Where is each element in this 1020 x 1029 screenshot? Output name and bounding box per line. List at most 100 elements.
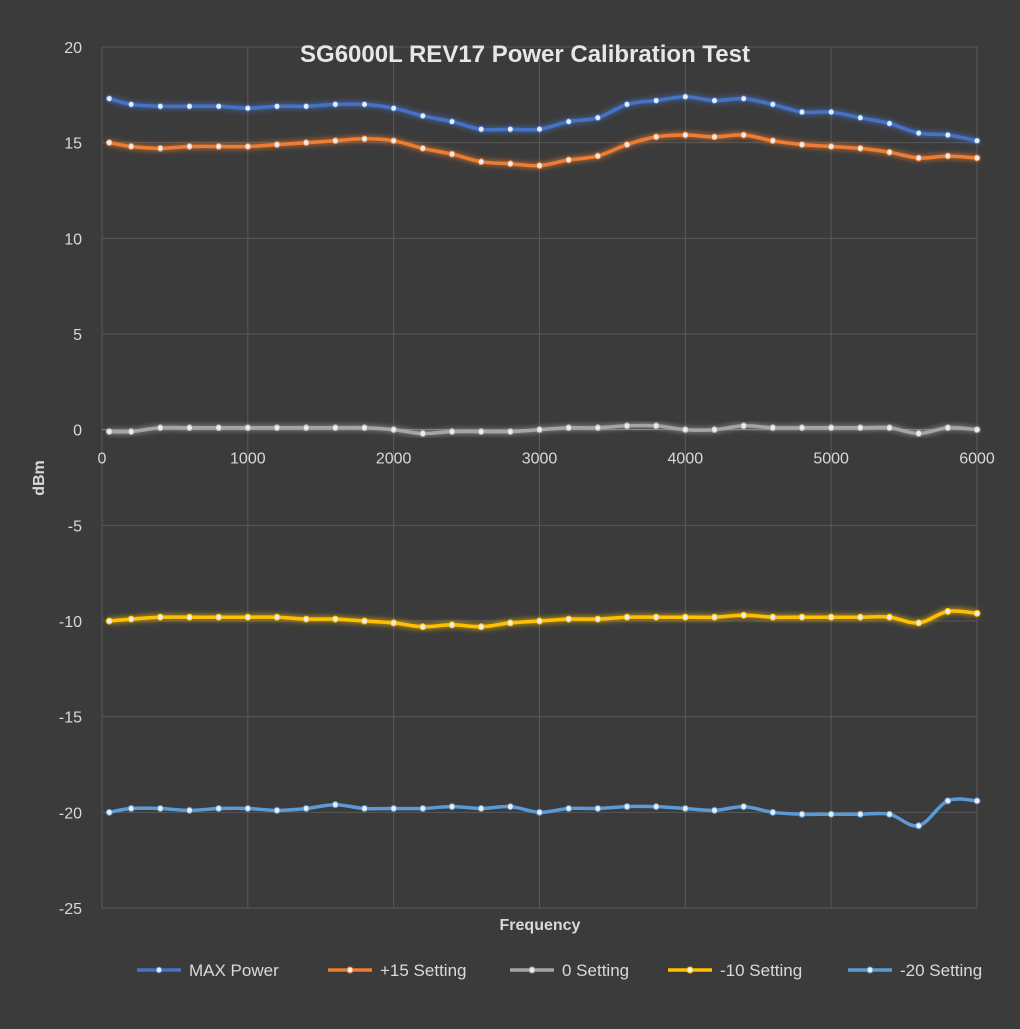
legend-label: -10 Setting (720, 961, 802, 980)
legend-label: 0 Setting (562, 961, 629, 980)
data-point (361, 805, 368, 813)
y-tick-label: 15 (64, 136, 82, 153)
data-point (769, 100, 777, 108)
data-point (156, 102, 164, 110)
data-point (390, 137, 398, 145)
data-point (623, 803, 631, 811)
data-point (244, 142, 252, 150)
data-point (769, 137, 777, 145)
data-point (331, 615, 339, 623)
data-point (594, 152, 602, 160)
legend-swatch-marker (346, 966, 354, 974)
data-point (827, 108, 835, 116)
data-point (681, 805, 689, 813)
data-point (915, 429, 923, 437)
data-point (973, 797, 981, 805)
x-tick-label: 6000 (959, 451, 995, 468)
data-point (127, 805, 135, 813)
data-point (944, 424, 952, 432)
data-point (506, 619, 514, 627)
y-tick-label: 0 (73, 423, 82, 440)
data-point (477, 623, 485, 631)
data-point (681, 131, 689, 139)
series-line (107, 423, 979, 436)
data-point (565, 118, 573, 126)
data-point (105, 428, 113, 436)
data-point (886, 810, 893, 818)
data-point (973, 137, 981, 145)
data-point (331, 424, 339, 432)
data-point (915, 619, 923, 627)
legend-label: MAX Power (189, 961, 279, 980)
data-point (740, 422, 748, 430)
x-tick-label: 1000 (230, 451, 266, 468)
data-point (856, 114, 864, 122)
data-point (594, 114, 602, 122)
data-point (448, 118, 456, 126)
data-point (215, 424, 223, 432)
data-point (711, 133, 718, 141)
legend-swatch-marker (866, 966, 874, 974)
data-point (390, 426, 398, 434)
data-point (856, 144, 864, 152)
data-point (798, 810, 806, 818)
data-point (944, 152, 952, 160)
data-point (681, 426, 689, 434)
data-point (361, 617, 368, 625)
data-point (186, 102, 193, 110)
data-point (973, 154, 981, 162)
data-point (331, 100, 339, 108)
data-point (886, 424, 893, 432)
data-point (652, 133, 660, 141)
data-point (798, 613, 806, 621)
data-point (536, 426, 543, 434)
data-point (331, 801, 339, 809)
data-point (652, 97, 660, 105)
data-point (856, 810, 864, 818)
data-point (419, 144, 427, 152)
data-point (827, 613, 835, 621)
data-point (536, 125, 543, 133)
data-point (448, 621, 456, 629)
data-point (623, 613, 631, 621)
axes: 20 15 10 5 0 -5 -10 -15 -20 -25 0 1000 2000 3000 4000 5… (59, 40, 995, 918)
data-point (827, 142, 835, 150)
data-point (565, 805, 573, 813)
data-point (331, 137, 339, 145)
data-point (769, 613, 777, 621)
data-point (740, 611, 748, 619)
data-point (506, 160, 514, 168)
data-point (302, 102, 310, 110)
data-point (681, 93, 689, 101)
data-point (594, 805, 602, 813)
series-0 (105, 93, 981, 145)
y-tick-label: 10 (64, 231, 82, 248)
data-point (565, 424, 573, 432)
data-point (506, 803, 514, 811)
y-tick-label: -25 (59, 901, 82, 918)
chart-title: SG6000L REV17 Power Calibration Test (300, 41, 750, 68)
data-point (448, 803, 456, 811)
series-1 (105, 131, 981, 170)
data-point (594, 424, 602, 432)
series-line (107, 609, 979, 629)
series-4 (105, 797, 981, 830)
data-point (711, 806, 718, 814)
data-point (273, 424, 281, 432)
data-point (681, 613, 689, 621)
data-point (536, 162, 543, 170)
data-point (798, 108, 806, 116)
data-point (361, 100, 368, 108)
data-point (652, 803, 660, 811)
data-point (390, 619, 398, 627)
data-point (390, 805, 398, 813)
data-point (944, 797, 952, 805)
data-point (565, 615, 573, 623)
data-point (244, 424, 252, 432)
legend-label: +15 Setting (380, 961, 467, 980)
data-point (623, 100, 631, 108)
data-point (419, 805, 427, 813)
gridlines (101, 46, 978, 909)
data-point (711, 426, 718, 434)
